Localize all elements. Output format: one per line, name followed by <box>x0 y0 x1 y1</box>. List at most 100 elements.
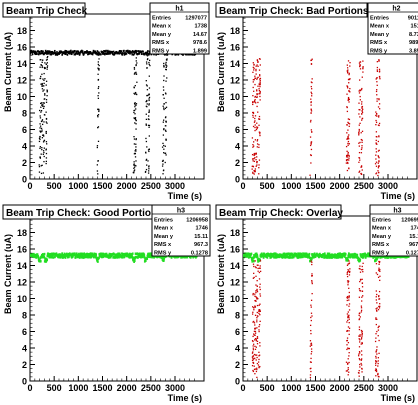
bad-point <box>256 336 259 338</box>
bad-point <box>379 268 381 271</box>
bad-point <box>254 334 256 336</box>
data-point <box>148 99 150 102</box>
bad-point <box>361 265 363 268</box>
bad-point <box>255 102 257 104</box>
bad-point <box>375 119 377 122</box>
data-point <box>125 52 128 55</box>
bad-point <box>256 90 258 92</box>
data-point <box>87 51 90 54</box>
bad-point <box>256 315 259 317</box>
data-point <box>36 52 38 55</box>
data-point <box>165 106 168 108</box>
good-point <box>316 252 318 256</box>
data-point <box>145 137 147 140</box>
bad-point <box>376 318 378 321</box>
bad-point <box>359 116 361 118</box>
data-point <box>145 118 148 121</box>
data-point <box>102 52 104 55</box>
bad-point <box>375 309 378 312</box>
data-point <box>146 89 149 91</box>
bad-point <box>256 376 258 379</box>
bad-point <box>347 341 350 344</box>
bad-point <box>361 169 363 171</box>
good-point <box>266 256 269 259</box>
bad-point <box>359 312 361 314</box>
data-point <box>104 50 107 53</box>
bad-point <box>361 333 363 336</box>
good-point <box>184 256 187 259</box>
data-point <box>46 62 49 64</box>
data-point <box>144 170 147 173</box>
bad-point <box>359 65 361 68</box>
data-point <box>134 117 136 119</box>
bad-point <box>378 267 380 269</box>
good-point <box>139 253 142 256</box>
data-point <box>135 138 137 141</box>
bad-point <box>359 366 361 368</box>
bad-point <box>259 81 261 83</box>
bad-point <box>361 111 364 114</box>
data-point <box>134 150 136 152</box>
bad-point <box>348 347 350 350</box>
data-point <box>56 53 59 56</box>
data-point <box>148 150 150 153</box>
good-point <box>48 255 51 259</box>
data-point <box>97 114 100 116</box>
stats-value: 3.851 <box>409 48 418 54</box>
y-tick-label: 8 <box>22 311 27 321</box>
data-point <box>30 49 33 52</box>
data-point <box>96 145 99 147</box>
good-point <box>364 256 367 259</box>
bad-point <box>375 111 377 113</box>
bad-point <box>256 311 258 314</box>
data-point <box>145 51 147 54</box>
bad-point <box>377 150 380 152</box>
bad-point <box>252 101 254 103</box>
stats-value: 1746 <box>196 226 208 232</box>
good-point <box>346 257 349 260</box>
bad-point <box>361 105 364 108</box>
bad-point <box>309 154 312 156</box>
data-point <box>135 50 138 53</box>
panel-title: Beam Trip Check: Overlay <box>219 208 343 219</box>
bad-point <box>310 91 312 93</box>
bad-point <box>358 145 360 147</box>
data-point <box>111 51 114 54</box>
bad-point <box>376 307 378 309</box>
data-point <box>96 146 98 149</box>
data-point <box>44 78 46 80</box>
data-point <box>165 61 167 64</box>
good-point <box>33 255 35 259</box>
bad-point <box>258 146 260 149</box>
good-point <box>359 258 362 262</box>
bad-point <box>346 348 348 351</box>
good-point <box>140 256 142 259</box>
bad-point <box>375 131 378 133</box>
data-point <box>147 118 150 120</box>
data-point <box>46 52 49 55</box>
bad-point <box>310 143 312 145</box>
data-point <box>162 142 164 145</box>
bad-point <box>358 134 360 136</box>
bad-point <box>348 327 351 329</box>
bad-point <box>256 77 258 79</box>
bad-point <box>251 306 254 308</box>
data-point <box>34 50 37 53</box>
y-tick-label: 8 <box>22 109 27 119</box>
data-point <box>164 107 167 110</box>
data-point <box>42 172 45 174</box>
data-point <box>124 53 127 56</box>
bad-point <box>348 157 350 159</box>
bad-point <box>360 329 363 332</box>
data-point <box>164 145 166 147</box>
bad-point <box>347 311 349 313</box>
bad-point <box>348 322 350 324</box>
good-point <box>37 256 40 259</box>
bad-point <box>358 335 360 337</box>
bad-point <box>252 86 254 89</box>
data-point <box>148 115 150 117</box>
bad-point <box>375 172 378 174</box>
bad-point <box>257 361 260 363</box>
data-point <box>138 52 141 55</box>
data-point <box>165 154 167 156</box>
